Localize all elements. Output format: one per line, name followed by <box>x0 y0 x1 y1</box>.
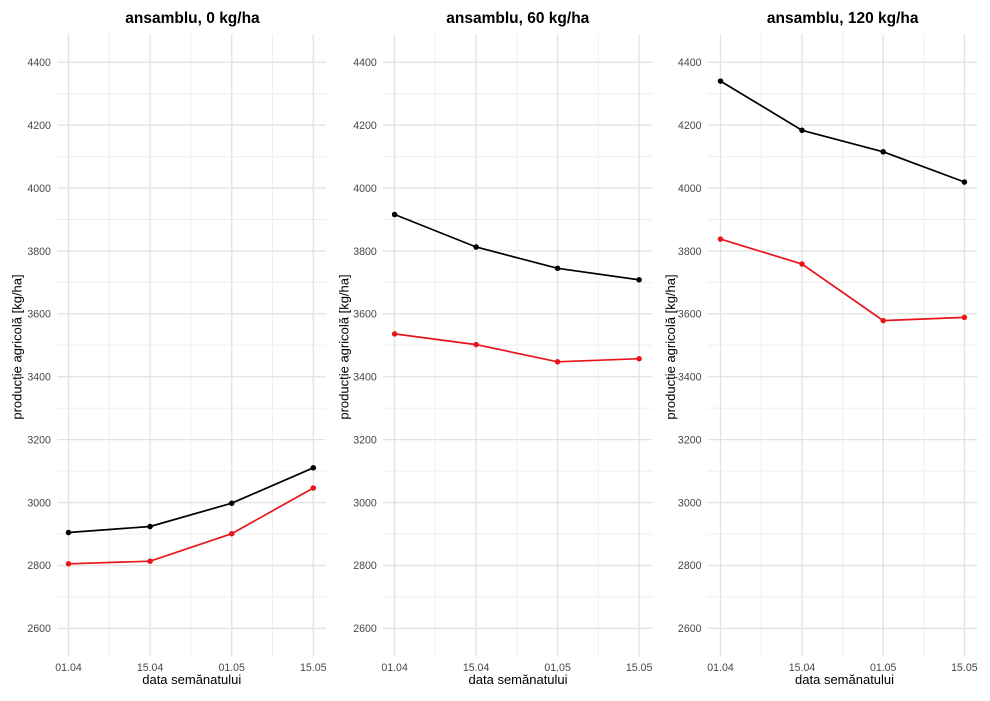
svg-text:2600: 2600 <box>27 623 51 635</box>
svg-text:2800: 2800 <box>353 560 377 572</box>
svg-text:4000: 4000 <box>353 183 377 195</box>
svg-text:3800: 3800 <box>678 246 702 258</box>
svg-text:01.05: 01.05 <box>544 662 571 674</box>
svg-text:data semănatului: data semănatului <box>142 672 241 687</box>
svg-text:3400: 3400 <box>353 372 377 384</box>
svg-text:01.05: 01.05 <box>870 662 897 674</box>
svg-text:2600: 2600 <box>353 623 377 635</box>
svg-text:3200: 3200 <box>27 434 51 446</box>
svg-text:01.04: 01.04 <box>55 662 82 674</box>
svg-text:producție agricolă [kg/ha]: producție agricolă [kg/ha] <box>10 274 25 419</box>
svg-text:4400: 4400 <box>353 57 377 69</box>
svg-text:15.05: 15.05 <box>626 662 653 674</box>
svg-text:4200: 4200 <box>27 120 51 132</box>
svg-text:01.05: 01.05 <box>218 662 245 674</box>
svg-text:3600: 3600 <box>678 309 702 321</box>
svg-text:4000: 4000 <box>678 183 702 195</box>
svg-text:producție agricolă [kg/ha]: producție agricolă [kg/ha] <box>663 274 678 419</box>
svg-text:15.04: 15.04 <box>137 662 164 674</box>
svg-text:4000: 4000 <box>27 183 51 195</box>
svg-text:3800: 3800 <box>353 246 377 258</box>
svg-text:15.04: 15.04 <box>789 662 816 674</box>
svg-text:15.04: 15.04 <box>463 662 490 674</box>
svg-text:3800: 3800 <box>27 246 51 258</box>
svg-text:3200: 3200 <box>353 434 377 446</box>
svg-text:4400: 4400 <box>27 57 51 69</box>
svg-text:ansamblu, 60 kg/ha: ansamblu, 60 kg/ha <box>446 10 589 27</box>
svg-text:3400: 3400 <box>27 372 51 384</box>
svg-text:15.05: 15.05 <box>300 662 327 674</box>
svg-text:3600: 3600 <box>353 309 377 321</box>
svg-text:3000: 3000 <box>353 497 377 509</box>
svg-text:data semănatului: data semănatului <box>469 672 568 687</box>
svg-text:data semănatului: data semănatului <box>795 672 894 687</box>
svg-text:01.04: 01.04 <box>707 662 734 674</box>
svg-text:ansamblu, 0 kg/ha: ansamblu, 0 kg/ha <box>125 10 260 27</box>
svg-text:15.05: 15.05 <box>951 662 978 674</box>
svg-text:4200: 4200 <box>353 120 377 132</box>
svg-text:2800: 2800 <box>27 560 51 572</box>
svg-text:4400: 4400 <box>678 57 702 69</box>
svg-text:3600: 3600 <box>27 309 51 321</box>
svg-text:producție agricolă [kg/ha]: producție agricolă [kg/ha] <box>337 274 352 419</box>
svg-text:3200: 3200 <box>678 434 702 446</box>
svg-text:01.04: 01.04 <box>381 662 408 674</box>
svg-text:ansamblu, 120 kg/ha: ansamblu, 120 kg/ha <box>767 10 919 27</box>
svg-text:3400: 3400 <box>678 372 702 384</box>
svg-text:2600: 2600 <box>678 623 702 635</box>
svg-text:4200: 4200 <box>678 120 702 132</box>
svg-text:3000: 3000 <box>678 497 702 509</box>
svg-text:2800: 2800 <box>678 560 702 572</box>
svg-text:3000: 3000 <box>27 497 51 509</box>
